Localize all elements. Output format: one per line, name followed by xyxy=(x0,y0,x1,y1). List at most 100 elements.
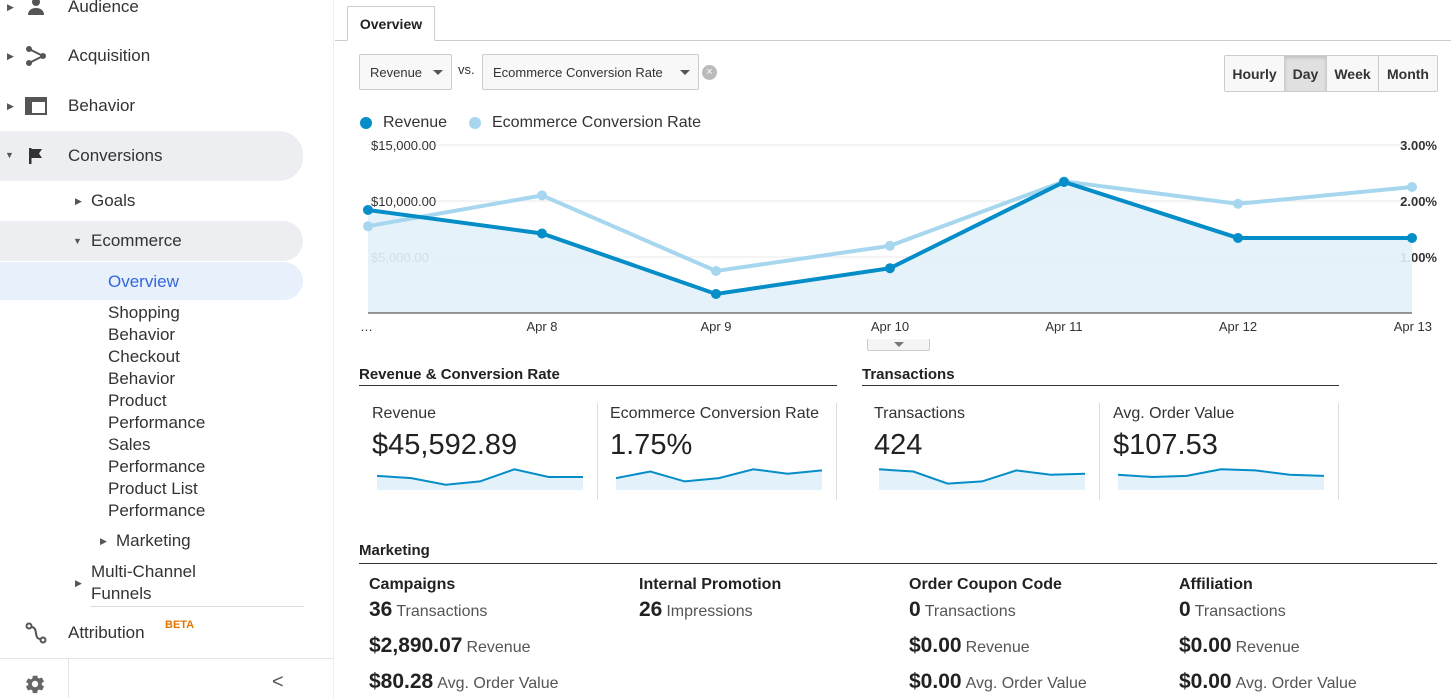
sidebar-item-highlight xyxy=(0,221,303,261)
acquisition-icon xyxy=(25,45,47,67)
chart-expand-toggle[interactable] xyxy=(867,339,930,351)
sidebar-item-marketing[interactable]: ▶ Marketing xyxy=(0,530,300,552)
data-point-conversion xyxy=(885,240,895,251)
sidebar-item-label: Conversions xyxy=(68,146,163,165)
person-icon xyxy=(25,0,47,18)
stat-label: Transactions xyxy=(396,603,488,620)
stat-value: 0 xyxy=(1179,598,1191,621)
marketing-stat: 0 Transactions xyxy=(909,598,1087,626)
caret-down-icon: ▼ xyxy=(73,236,82,246)
sidebar-item-label: Behavior xyxy=(68,96,136,115)
sidebar-item-label: Audience xyxy=(68,0,139,16)
caret-right-icon: ▶ xyxy=(7,101,14,111)
sparkline-avg-order-value xyxy=(1117,468,1325,490)
marketing-column-title[interactable]: Order Coupon Code xyxy=(909,576,1062,593)
metric-conversion-rate[interactable]: Ecommerce Conversion Rate 1.75% xyxy=(610,405,819,462)
sidebar-item-conversions[interactable]: ▼ Conversions xyxy=(0,141,300,171)
granularity-day-button[interactable]: Day xyxy=(1285,56,1327,91)
marketing-stat: $0.00 Revenue xyxy=(1179,634,1357,662)
granularity-month-button[interactable]: Month xyxy=(1379,56,1437,91)
sidebar-item-audience[interactable]: ▶ Audience xyxy=(0,0,300,22)
sidebar-item-checkout-behavior[interactable]: Behavior xyxy=(108,369,176,388)
metric-revenue[interactable]: Revenue $45,592.89 xyxy=(372,405,517,462)
data-point-revenue xyxy=(363,204,373,215)
gear-icon[interactable] xyxy=(24,673,46,698)
stat-label: Transactions xyxy=(1194,603,1286,620)
marketing-stat: $0.00 Avg. Order Value xyxy=(1179,670,1357,698)
sparkline-line xyxy=(376,468,583,486)
tab-overview[interactable]: Overview xyxy=(347,6,435,41)
metric-transactions[interactable]: Transactions 424 xyxy=(874,405,965,462)
sparkline-area xyxy=(1118,469,1324,490)
data-point-revenue xyxy=(711,288,721,299)
sidebar-item-acquisition[interactable]: ▶ Acquisition xyxy=(0,41,300,71)
granularity-hourly-button[interactable]: Hourly xyxy=(1225,56,1285,91)
sidebar-item-sales-performance[interactable]: Performance xyxy=(108,457,206,476)
sparkline-area xyxy=(377,469,583,490)
tab-bar-rule xyxy=(335,40,1451,41)
data-point-revenue xyxy=(1233,232,1243,243)
sidebar-item-shopping-behavior[interactable]: Behavior xyxy=(108,325,176,344)
footer-divider xyxy=(68,659,69,698)
main-content: Overview Revenue vs. Ecommerce Conversio… xyxy=(335,0,1451,698)
stat-value: $2,890.07 xyxy=(369,634,463,657)
data-point-revenue xyxy=(1059,176,1069,187)
line-chart: $15,000.00$10,000.00$5,000.003.00%2.00%1… xyxy=(360,138,1437,334)
stat-label: Impressions xyxy=(666,603,753,620)
section-title-transactions: Transactions xyxy=(862,366,955,383)
sidebar-item-product-performance[interactable]: Performance xyxy=(108,413,206,432)
sidebar-item-label: Multi-Channel xyxy=(91,562,196,581)
x-axis-tick: Apr 13 xyxy=(1394,319,1432,334)
sparkline-transactions xyxy=(878,468,1086,490)
sidebar-item-multi-channel-funnels[interactable]: ▶ Multi-Channel Funnels xyxy=(0,562,300,606)
sidebar-item-product-list-performance[interactable]: Performance xyxy=(108,501,206,520)
marketing-column-title[interactable]: Campaigns xyxy=(369,576,456,593)
x-axis-tick: Apr 9 xyxy=(700,319,731,334)
metric-select-secondary[interactable]: Ecommerce Conversion Rate xyxy=(482,54,699,90)
metric-avg-order-value[interactable]: Avg. Order Value $107.53 xyxy=(1113,405,1234,462)
section-rule xyxy=(862,385,1339,386)
caret-right-icon: ▶ xyxy=(75,196,82,206)
sparkline-revenue xyxy=(376,468,583,490)
y-axis-left-tick: $15,000.00 xyxy=(371,138,436,153)
marketing-campaigns: Campaigns 36 Transactions $2,890.07 Revenu… xyxy=(369,576,558,698)
data-point-revenue xyxy=(1407,232,1417,243)
marketing-stat: 0 Transactions xyxy=(1179,598,1357,626)
marketing-internal-promotion: Internal Promotion 26 Impressions xyxy=(639,576,781,626)
granularity-week-button[interactable]: Week xyxy=(1327,56,1379,91)
chart-legend-conversion: Ecommerce Conversion Rate xyxy=(469,114,701,132)
metric-select-value: Ecommerce Conversion Rate xyxy=(493,64,663,80)
data-point-revenue xyxy=(537,228,547,239)
sidebar-item-attribution[interactable]: Attribution BETA xyxy=(0,618,300,648)
marketing-stat: $0.00 Revenue xyxy=(909,634,1087,662)
stat-label: Avg. Order Value xyxy=(437,675,559,692)
metric-label: Transactions xyxy=(874,405,965,422)
collapse-sidebar-button[interactable]: < xyxy=(272,671,284,693)
sidebar-item-overview[interactable]: Overview xyxy=(108,272,179,291)
metric-divider xyxy=(836,403,837,500)
granularity-selector: Hourly Day Week Month xyxy=(1224,55,1438,92)
sidebar-item-product-list-performance[interactable]: Product List xyxy=(108,479,198,498)
sparkline-line xyxy=(1117,468,1325,479)
sidebar-item-label: Ecommerce xyxy=(91,231,182,250)
sidebar-item-behavior[interactable]: ▶ Behavior xyxy=(0,91,300,121)
sidebar-item-sales-performance[interactable]: Sales xyxy=(108,435,151,454)
sidebar-item-checkout-behavior[interactable]: Checkout xyxy=(108,347,180,366)
caret-down-icon: ▼ xyxy=(5,150,14,160)
sidebar-item-goals[interactable]: ▶ Goals xyxy=(0,190,300,212)
clear-metric-icon[interactable]: × xyxy=(702,65,717,80)
stat-label: Avg. Order Value xyxy=(1235,675,1357,692)
sparkline-conversion-rate xyxy=(615,468,823,490)
data-point-conversion xyxy=(1407,182,1417,192)
metric-select-primary[interactable]: Revenue xyxy=(359,54,452,90)
x-axis-tick: … xyxy=(360,319,373,334)
section-title-revenue-conversion: Revenue & Conversion Rate xyxy=(359,366,560,383)
marketing-column-title[interactable]: Affiliation xyxy=(1179,576,1253,593)
sparkline-area xyxy=(879,469,1085,490)
metric-value: $107.53 xyxy=(1113,429,1218,461)
sidebar-item-shopping-behavior[interactable]: Shopping xyxy=(108,303,180,322)
metric-label: Revenue xyxy=(372,405,437,422)
sidebar-item-ecommerce[interactable]: ▼ Ecommerce xyxy=(0,230,300,252)
marketing-column-title[interactable]: Internal Promotion xyxy=(639,576,782,593)
sidebar-item-product-performance[interactable]: Product xyxy=(108,391,167,410)
